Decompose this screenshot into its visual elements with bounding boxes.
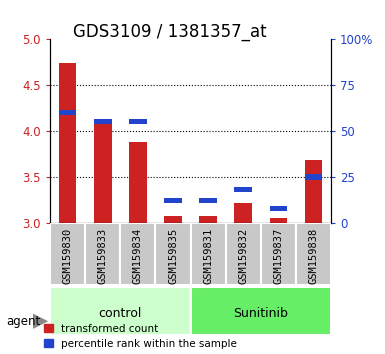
Bar <box>164 198 182 204</box>
Bar <box>226 223 261 285</box>
Bar <box>234 187 252 193</box>
Text: GSM159838: GSM159838 <box>308 228 318 284</box>
Bar <box>270 218 287 223</box>
Bar <box>191 287 331 335</box>
Bar <box>164 216 182 223</box>
Legend: transformed count, percentile rank within the sample: transformed count, percentile rank withi… <box>44 324 237 349</box>
Bar <box>94 119 112 124</box>
Text: GDS3109 / 1381357_at: GDS3109 / 1381357_at <box>73 23 266 41</box>
Text: GSM159832: GSM159832 <box>238 228 248 284</box>
Bar <box>191 223 226 285</box>
Bar <box>59 110 76 115</box>
Bar <box>270 206 287 211</box>
Bar <box>50 287 191 335</box>
Bar <box>199 198 217 204</box>
Text: GSM159835: GSM159835 <box>168 228 178 284</box>
Bar <box>50 223 85 285</box>
Bar <box>296 223 331 285</box>
Text: GSM159831: GSM159831 <box>203 228 213 284</box>
Text: Sunitinib: Sunitinib <box>233 307 288 320</box>
Text: GSM159830: GSM159830 <box>63 228 73 284</box>
Bar <box>234 203 252 223</box>
Bar <box>156 223 191 285</box>
Text: agent: agent <box>6 315 40 328</box>
Bar <box>59 63 76 223</box>
Polygon shape <box>33 314 48 329</box>
Bar <box>121 223 156 285</box>
Bar <box>85 223 120 285</box>
Bar <box>94 119 112 223</box>
Text: GSM159834: GSM159834 <box>133 228 143 284</box>
Text: GSM159833: GSM159833 <box>98 228 108 284</box>
Bar <box>261 223 296 285</box>
Bar <box>129 142 147 223</box>
Bar <box>199 216 217 223</box>
Bar <box>305 160 322 223</box>
Bar <box>305 175 322 179</box>
Text: GSM159837: GSM159837 <box>273 228 283 284</box>
Bar <box>129 119 147 124</box>
Text: control: control <box>99 307 142 320</box>
